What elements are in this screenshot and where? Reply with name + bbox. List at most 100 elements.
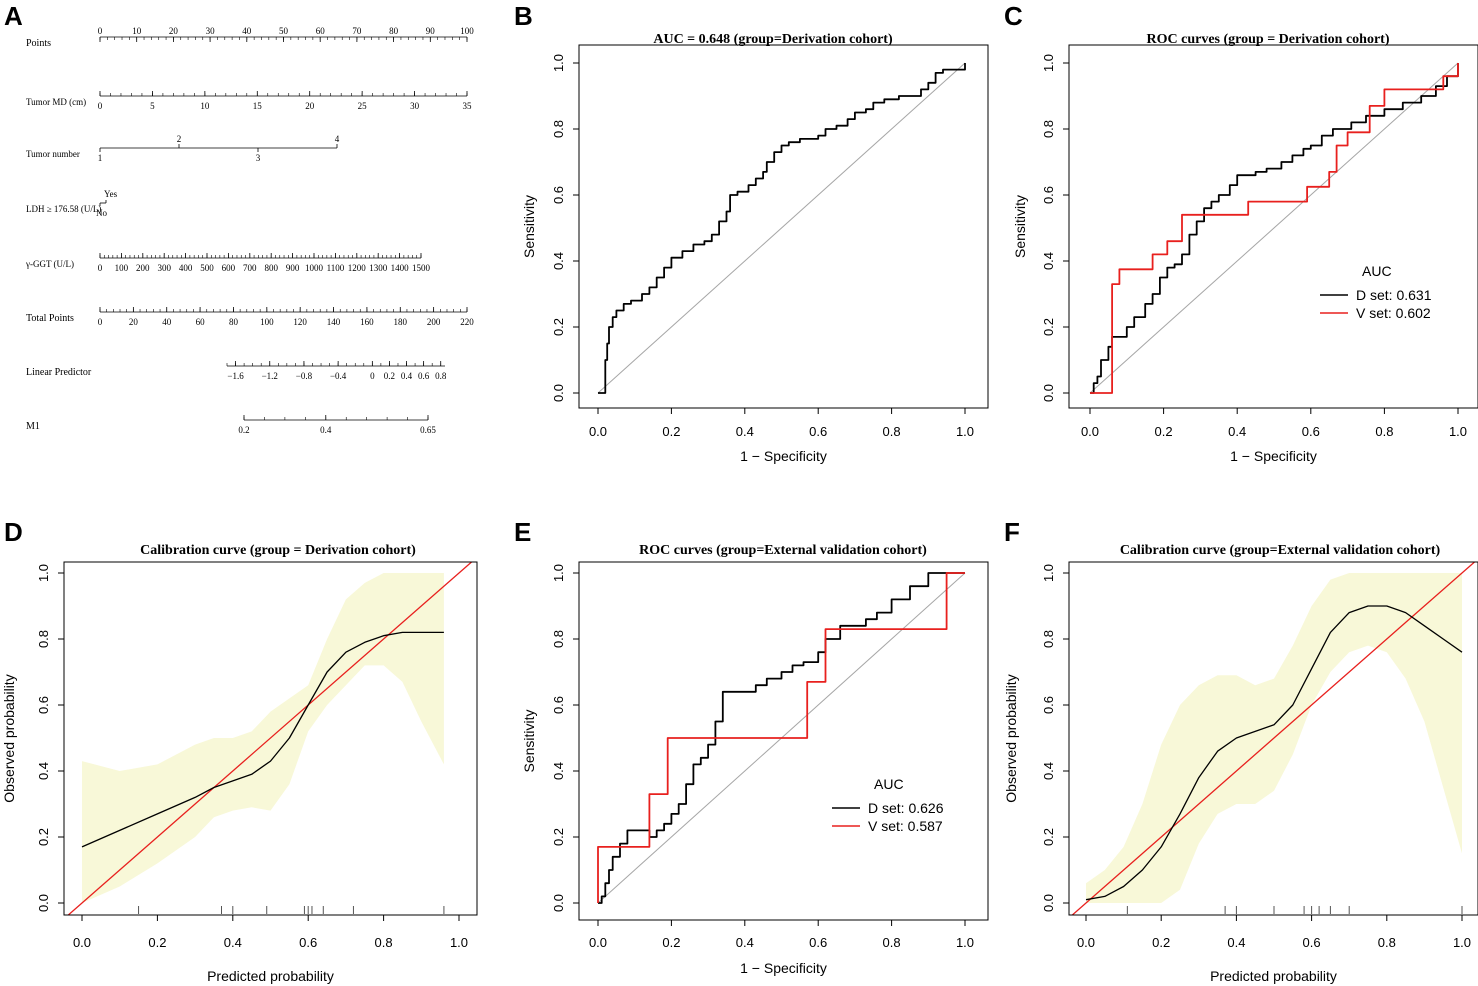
x-tick-label: 0.4 — [1227, 935, 1245, 950]
legend-title: AUC — [1362, 263, 1392, 279]
legend-title: AUC — [874, 776, 904, 792]
series-line-0 — [598, 63, 966, 394]
y-tick-label: 0.6 — [551, 186, 566, 204]
x-axis-label: 1 − Specificity — [740, 960, 827, 976]
chart-panel-f: 0.0 0.0 0.2 0.2 0.4 0.4 0.6 0.6 0.8 0.8 1.0 1.0 Cali… — [1003, 543, 1478, 984]
nomogram-tick-label: 0.2 — [384, 371, 395, 381]
plot-frame — [1068, 561, 1478, 916]
y-tick-label: 0.8 — [1041, 630, 1056, 648]
y-tick-label: 1.0 — [551, 564, 566, 582]
series-line-1 — [597, 572, 965, 903]
nomogram-tick-label: 1300 — [369, 263, 388, 273]
x-axis-label: 1 − Specificity — [740, 448, 827, 464]
x-tick-label: 0.6 — [1303, 935, 1321, 950]
x-tick-label: 0.2 — [662, 424, 680, 439]
y-tick-label: 0.4 — [1041, 762, 1056, 780]
nomogram-tick-label: −1.6 — [227, 371, 244, 381]
x-axis-label: 1 − Specificity — [1230, 448, 1317, 464]
nomogram-tick-label: No — [96, 208, 107, 218]
nomogram-tick-label: 600 — [222, 263, 236, 273]
nomogram-tick-label: 25 — [358, 101, 368, 111]
nomogram-row-label: Linear Predictor — [26, 367, 92, 378]
nomogram-tick-label: 1400 — [391, 263, 410, 273]
nomogram-row-label: Tumor number — [26, 149, 80, 159]
nomogram-tick-label: 400 — [179, 263, 193, 273]
nomogram-tick-label: 80 — [229, 317, 239, 327]
nomogram-tick-label: 220 — [460, 317, 474, 327]
plots: 0.0 0.0 0.2 0.2 0.4 0.4 0.6 0.6 0.8 0.8 1.0 1.0 AUC … — [1, 32, 1478, 984]
y-tick-label: 0.8 — [551, 630, 566, 648]
nomogram-tick-label: 100 — [115, 263, 129, 273]
nomogram-tick-label: 0.4 — [320, 425, 332, 435]
x-axis-label: Predicted probability — [207, 968, 334, 984]
nomogram-tick-label: Yes — [104, 189, 118, 199]
x-tick-label: 0.8 — [883, 935, 901, 950]
nomogram-tick-label: 0.65 — [420, 425, 436, 435]
legend-entry: D set: 0.631 — [1356, 287, 1432, 303]
chart-plot-area — [597, 572, 966, 904]
nomogram-tick-label: 35 — [463, 101, 473, 111]
nomogram-row-label: Total Points — [26, 313, 74, 324]
y-tick-label: 0.4 — [1041, 252, 1056, 270]
series-line-0 — [81, 631, 444, 848]
reference-diagonal — [597, 62, 966, 394]
nomogram-tick-label: 60 — [196, 317, 206, 327]
chart-title: ROC curves (group = Derivation cohort) — [1147, 32, 1390, 47]
y-tick-label: 1.0 — [551, 54, 566, 72]
nomogram-tick-label: 20 — [305, 101, 315, 111]
x-tick-label: 0.0 — [73, 935, 91, 950]
nomogram-tick-label: 200 — [427, 317, 441, 327]
y-tick-label: 0.2 — [551, 828, 566, 846]
nomogram-tick-label: 0 — [98, 26, 103, 36]
nomogram-tick-label: 50 — [279, 26, 289, 36]
y-tick-label: 1.0 — [1041, 54, 1056, 72]
nomogram-tick-label: 5 — [150, 101, 155, 111]
legend-entry: V set: 0.602 — [1356, 305, 1431, 321]
nomogram-tick-label: 30 — [206, 26, 216, 36]
series-line-0 — [598, 572, 965, 904]
y-tick-label: 0.4 — [551, 252, 566, 270]
series-line-0 — [1085, 605, 1463, 901]
nomogram-row-label: Tumor MD (cm) — [26, 97, 86, 107]
chart-title: Calibration curve (group=External valida… — [1120, 543, 1441, 558]
chart-panel-c: 0.0 0.0 0.2 0.2 0.4 0.4 0.6 0.6 0.8 0.8 1.0 1.0 ROC … — [1012, 32, 1478, 464]
nomogram-tick-label: 2 — [177, 134, 182, 144]
panel-label-e: E — [514, 517, 531, 547]
chart-plot-area — [1071, 562, 1476, 915]
nomogram-tick-label: 700 — [243, 263, 257, 273]
y-axis-label: Observed probability — [1, 674, 17, 802]
chart-plot-area — [67, 562, 473, 915]
y-tick-label: 0.2 — [551, 318, 566, 336]
nomogram-tick-label: 10 — [200, 101, 210, 111]
nomogram-tick-label: 30 — [410, 101, 420, 111]
nomogram-row-label: γ-GGT (U/L) — [25, 259, 74, 269]
nomogram-tick-label: 800 — [264, 263, 278, 273]
reference-diagonal — [1089, 62, 1459, 394]
chart-plot-area — [1089, 62, 1459, 394]
x-tick-label: 0.6 — [1302, 424, 1320, 439]
nomogram-row-label: LDH ≥ 176.58 (U/L) — [26, 204, 101, 214]
x-tick-label: 1.0 — [956, 935, 974, 950]
y-tick-label: 0.8 — [551, 120, 566, 138]
series-line-1 — [1090, 63, 1459, 394]
nomogram-row-label: M1 — [26, 421, 40, 432]
x-tick-label: 0.8 — [1378, 935, 1396, 950]
chart-title: Calibration curve (group = Derivation co… — [140, 543, 416, 558]
nomogram-tick-label: 40 — [162, 317, 172, 327]
x-tick-label: 0.0 — [589, 935, 607, 950]
confidence-band — [82, 573, 444, 903]
y-tick-label: 0.2 — [1041, 318, 1056, 336]
nomogram-tick-label: 4 — [335, 134, 340, 144]
x-tick-label: 0.6 — [809, 935, 827, 950]
x-tick-label: 1.0 — [450, 935, 468, 950]
y-tick-label: 0.0 — [551, 384, 566, 402]
y-axis-label: Observed probability — [1003, 674, 1019, 802]
plot-frame — [63, 561, 478, 916]
nomogram-tick-label: 0.2 — [238, 425, 249, 435]
y-tick-label: 0.0 — [1041, 894, 1056, 912]
nomogram-tick-label: 0 — [98, 263, 103, 273]
x-tick-label: 0.2 — [662, 935, 680, 950]
y-tick-label: 0.6 — [1041, 186, 1056, 204]
plot-frame — [1068, 44, 1478, 409]
x-tick-label: 1.0 — [1449, 424, 1467, 439]
